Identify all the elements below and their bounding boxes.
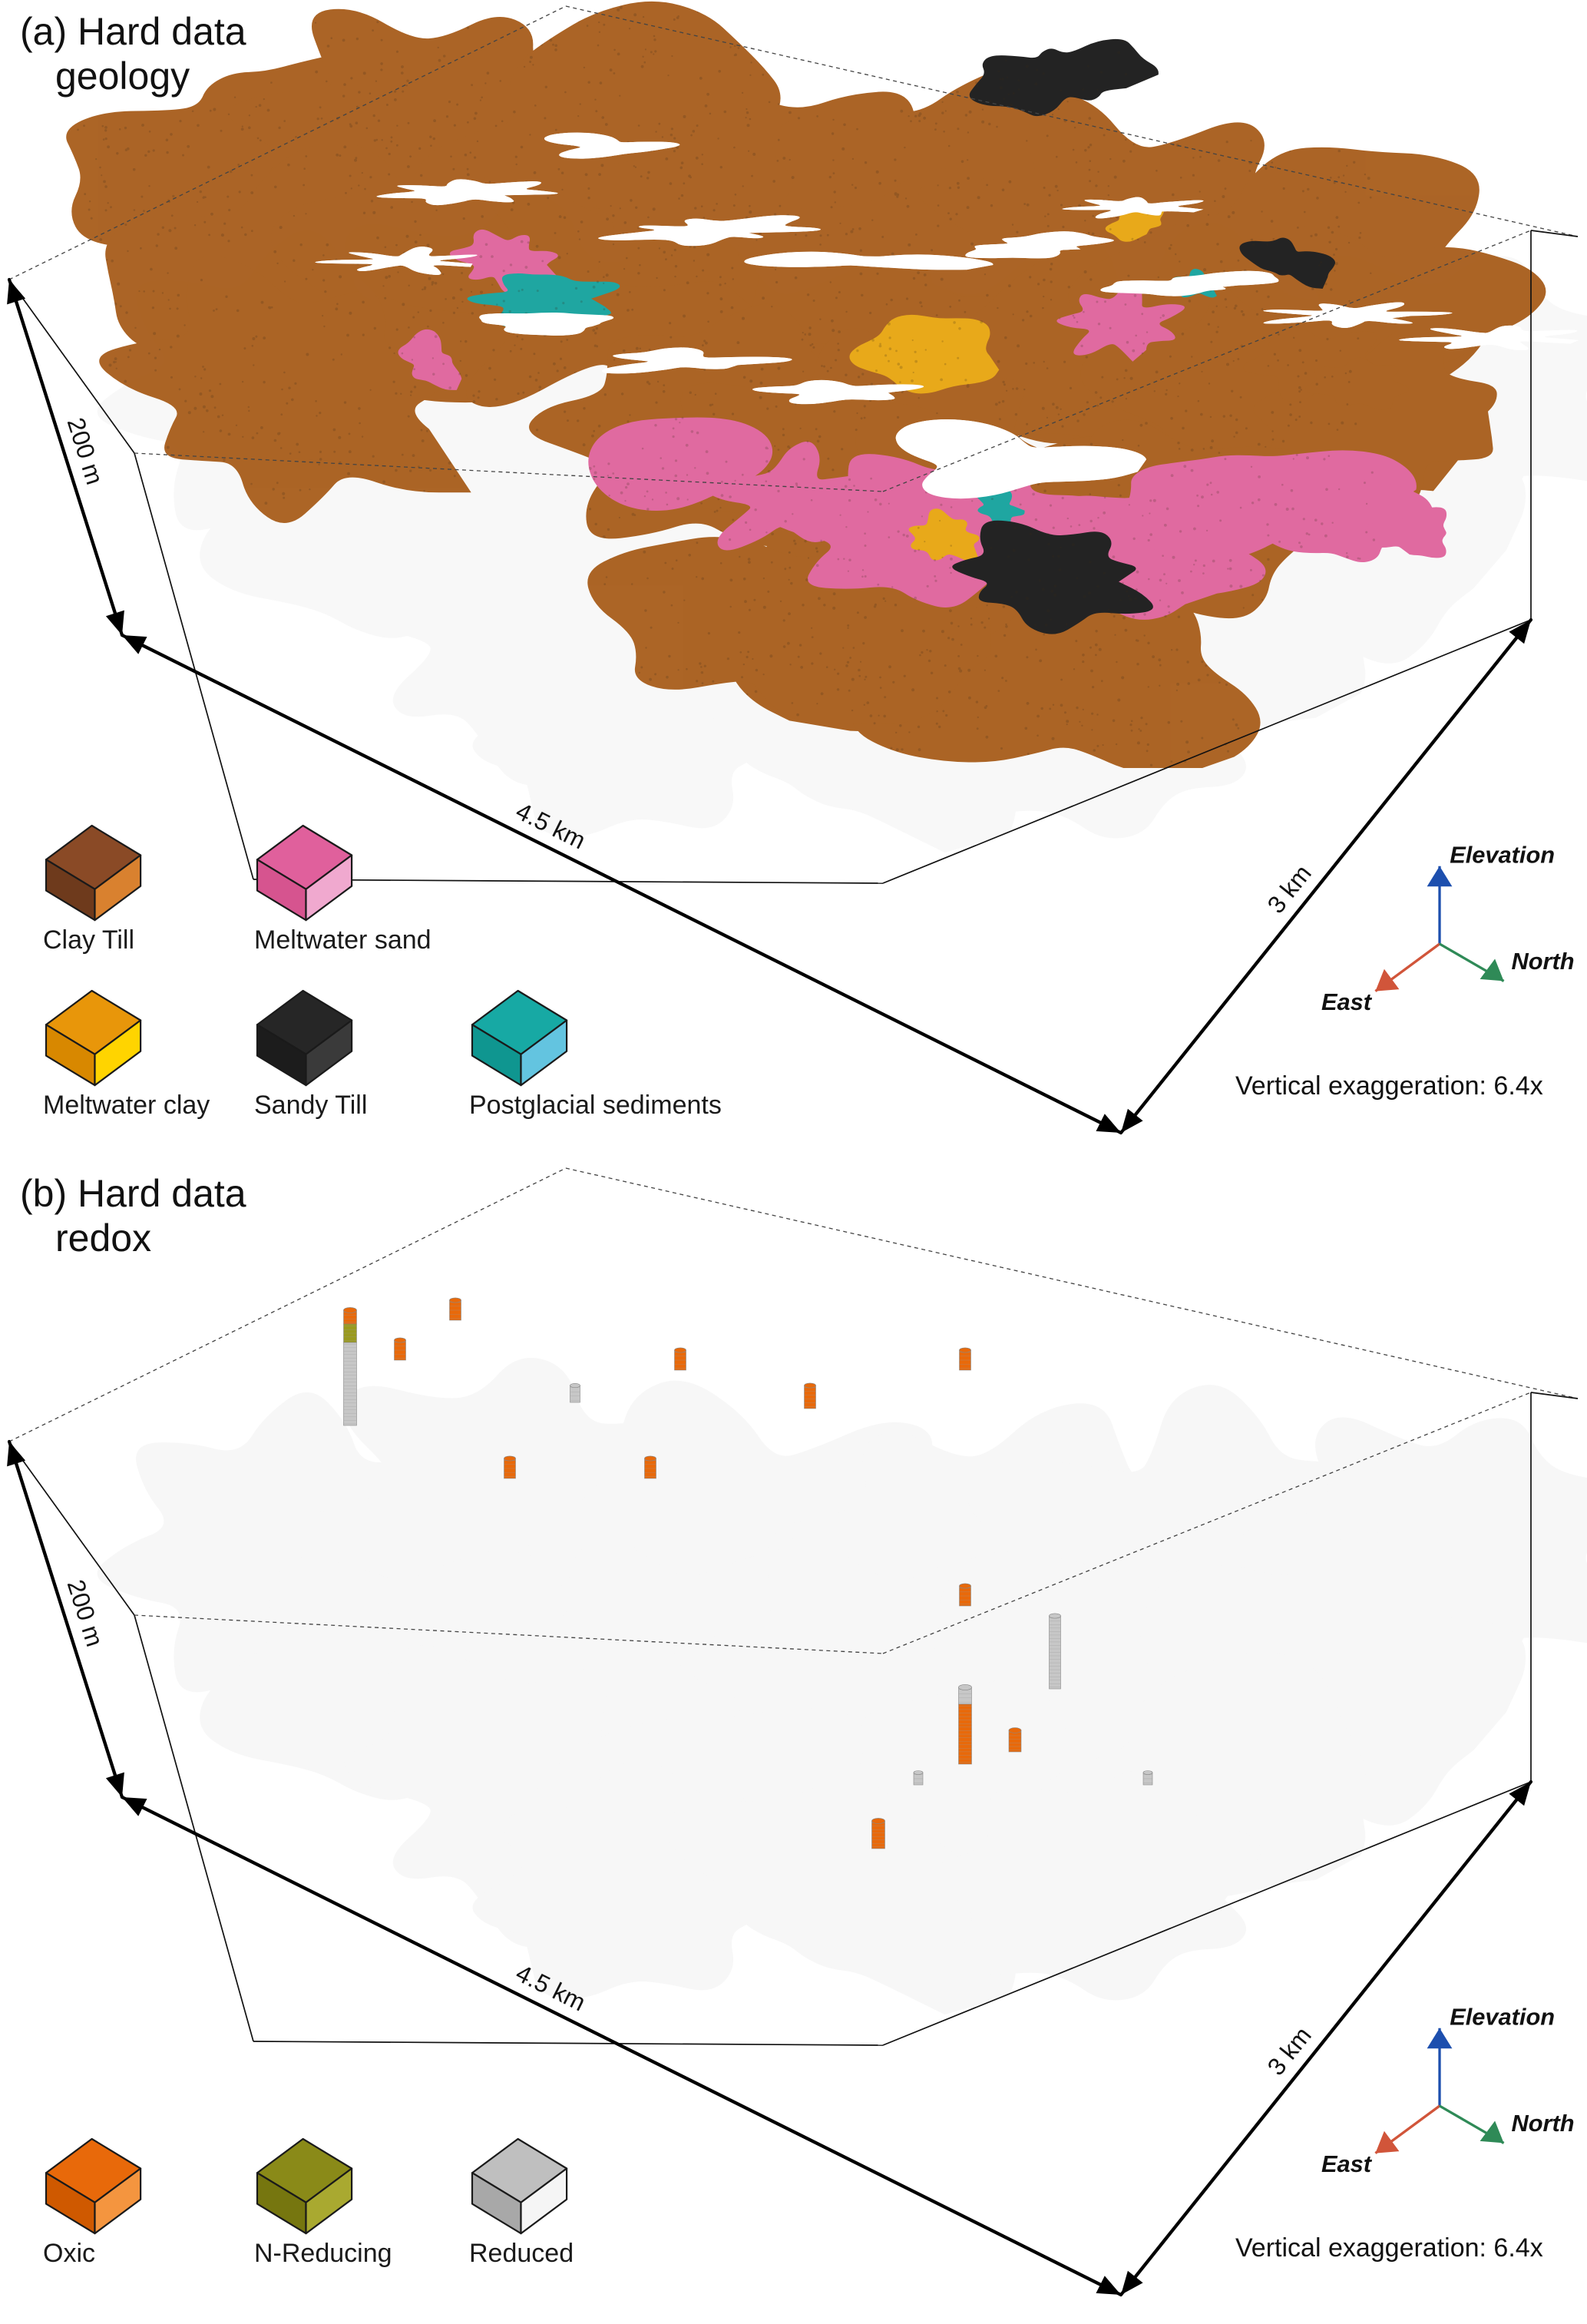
svg-text:Sandy Till: Sandy Till bbox=[254, 1091, 367, 1120]
svg-text:East: East bbox=[1321, 988, 1373, 1015]
svg-text:Vertical exaggeration: 6.4x: Vertical exaggeration: 6.4x bbox=[1235, 2233, 1543, 2263]
svg-text:Elevation: Elevation bbox=[1450, 2003, 1555, 2030]
svg-text:Vertical exaggeration: 6.4x: Vertical exaggeration: 6.4x bbox=[1235, 1071, 1543, 1101]
svg-text:Clay Till: Clay Till bbox=[43, 925, 134, 955]
svg-text:200 m: 200 m bbox=[62, 415, 109, 488]
svg-text:N-Reducing: N-Reducing bbox=[254, 2239, 392, 2268]
svg-text:East: East bbox=[1321, 2150, 1373, 2177]
svg-text:200 m: 200 m bbox=[62, 1577, 109, 1650]
svg-text:Reduced: Reduced bbox=[469, 2239, 574, 2268]
svg-text:Oxic: Oxic bbox=[43, 2239, 95, 2268]
svg-text:North: North bbox=[1512, 2110, 1575, 2137]
svg-text:Meltwater clay: Meltwater clay bbox=[43, 1091, 210, 1120]
svg-text:North: North bbox=[1512, 948, 1575, 975]
svg-text:Elevation: Elevation bbox=[1450, 841, 1555, 868]
svg-text:3 km: 3 km bbox=[1262, 859, 1317, 919]
svg-text:3 km: 3 km bbox=[1262, 2021, 1317, 2081]
svg-text:Meltwater sand: Meltwater sand bbox=[254, 925, 431, 955]
svg-text:Postglacial sediments: Postglacial sediments bbox=[469, 1091, 722, 1120]
